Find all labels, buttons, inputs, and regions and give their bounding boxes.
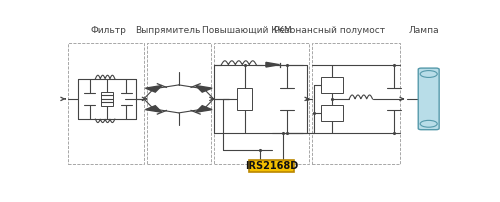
- Circle shape: [420, 120, 437, 127]
- Bar: [214, 43, 310, 164]
- Bar: [147, 43, 211, 164]
- Bar: [321, 105, 342, 121]
- Bar: [321, 77, 342, 93]
- Polygon shape: [266, 62, 280, 67]
- Text: Лампа: Лампа: [408, 26, 440, 35]
- Bar: [101, 92, 113, 105]
- Polygon shape: [146, 85, 162, 92]
- Polygon shape: [196, 85, 212, 92]
- Polygon shape: [196, 106, 212, 112]
- Bar: [312, 43, 400, 164]
- Text: Резонансный полумост: Резонансный полумост: [274, 26, 384, 35]
- Text: Фильтр: Фильтр: [90, 26, 126, 35]
- Bar: [68, 43, 144, 164]
- Bar: [237, 88, 252, 110]
- FancyBboxPatch shape: [418, 68, 439, 130]
- Bar: [250, 160, 294, 172]
- Text: Повышающий ККМ: Повышающий ККМ: [202, 26, 292, 35]
- Text: Выпрямитель: Выпрямитель: [135, 26, 200, 35]
- Polygon shape: [146, 106, 162, 112]
- Circle shape: [420, 70, 437, 77]
- Text: IRS2168D: IRS2168D: [245, 161, 298, 171]
